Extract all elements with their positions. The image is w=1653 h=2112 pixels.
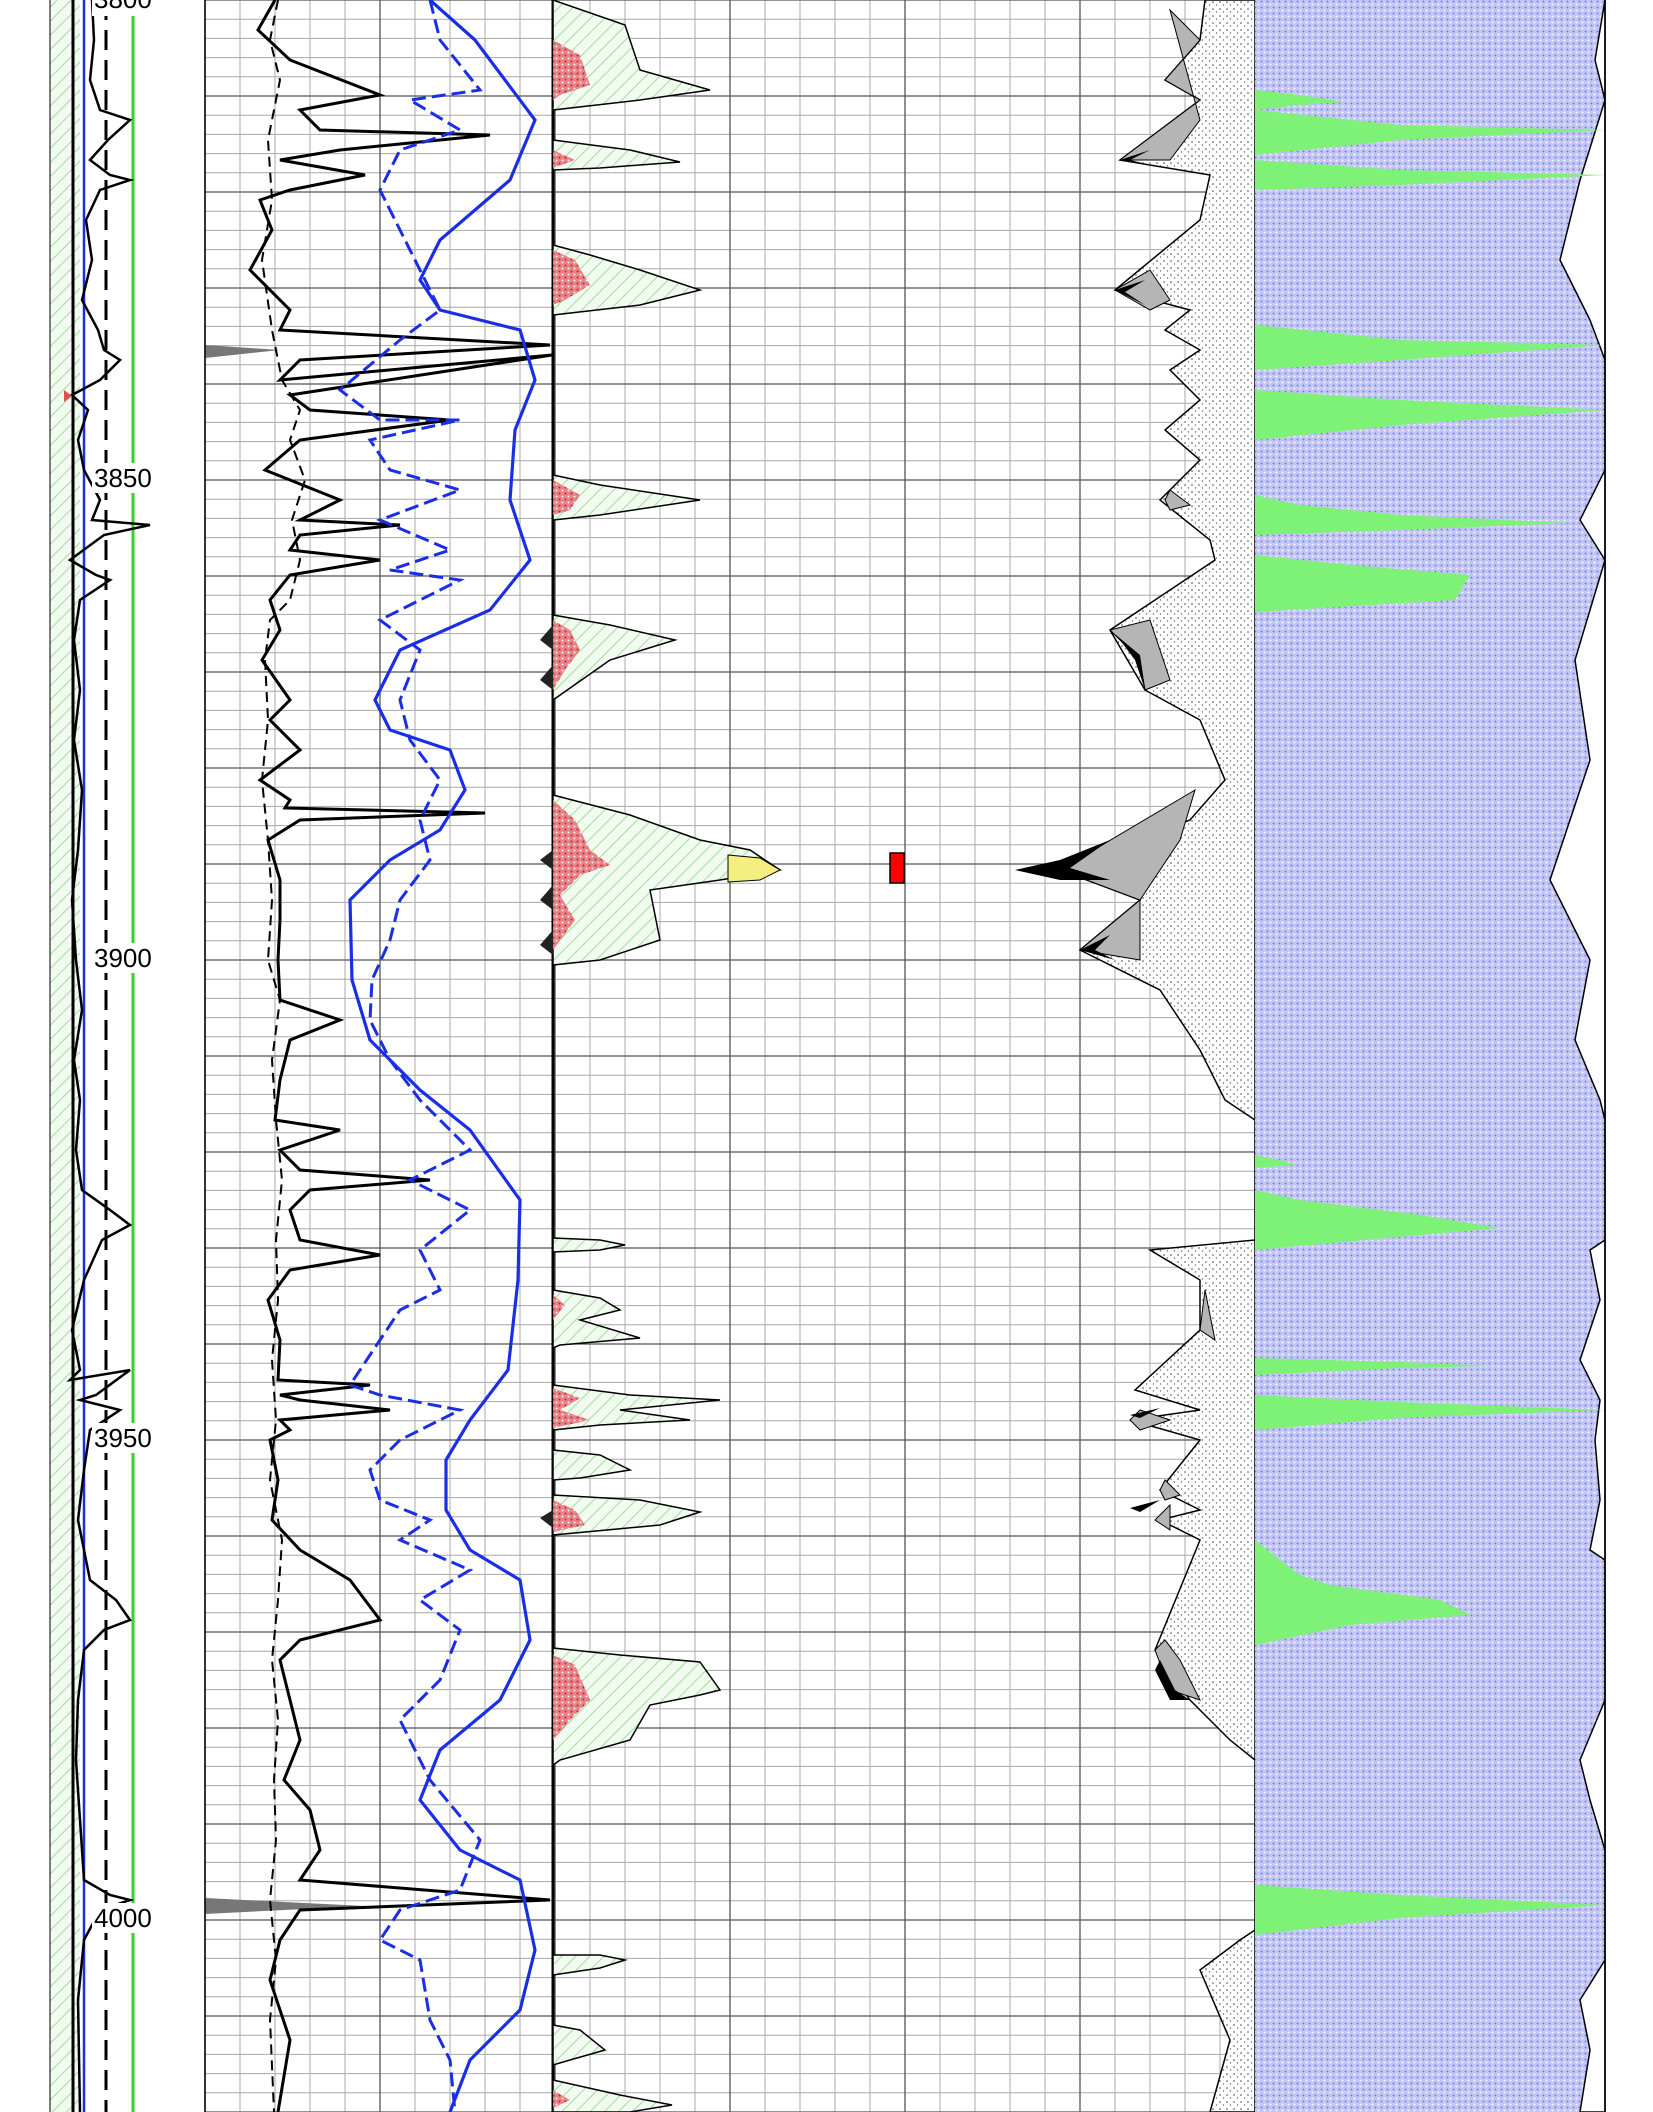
black-dashed-curve [260,0,307,2112]
lavender-porosity-fill [1255,0,1605,2112]
track-borders [204,0,1606,2112]
red-marker [889,852,905,884]
depth-labels: 3800 3850 3900 3950 4000 [92,0,160,1933]
depth-track: 3800 3850 3900 3950 4000 [49,0,160,2112]
depth-label: 3850 [94,463,152,493]
depth-label: 3900 [94,943,152,973]
black-solid-curve [248,0,553,2112]
depth-label: 3800 [94,0,152,14]
shale-volume-track [540,0,905,2112]
depth-label: 3950 [94,1423,152,1453]
dotted-sand-fill [1057,0,1256,2112]
lithology-track [1015,0,1606,2112]
resistivity-track [205,0,553,2112]
blue-dashed-curve [337,0,483,2112]
blue-solid-curve [348,0,537,2112]
depth-track-curve [66,0,151,2112]
depth-label: 4000 [94,1903,152,1933]
